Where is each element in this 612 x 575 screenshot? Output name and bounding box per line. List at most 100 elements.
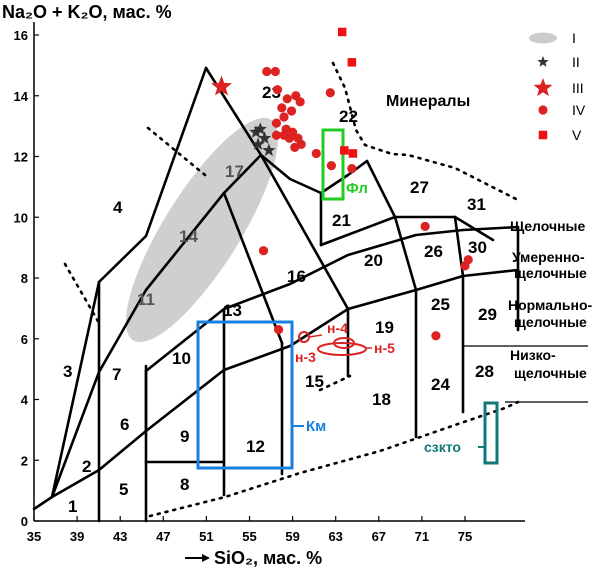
series-label-low-2: щелочные — [514, 365, 587, 381]
legend-label: V — [572, 127, 582, 143]
series-labels: Щелочные Умеренно- щелочные Нормально- щ… — [508, 218, 592, 381]
field-label-12: 12 — [246, 437, 265, 456]
y-axis-title: Na₂O + K₂O, мас. % — [2, 2, 172, 22]
x-tick-label: 59 — [285, 529, 299, 544]
y-tick-label: 0 — [21, 514, 28, 529]
annotation-szkto-label: сзкто — [424, 439, 461, 455]
series-connectors — [463, 345, 588, 403]
dotted-line-15 — [318, 374, 352, 392]
boundary-20-26 — [393, 215, 418, 292]
annotation-fl-label: Фл — [346, 180, 368, 197]
field-label-16: 16 — [287, 267, 306, 286]
field-label-19: 19 — [375, 318, 394, 337]
axes — [33, 22, 525, 522]
field-label-31: 31 — [467, 195, 486, 214]
field-label-17: 17 — [225, 162, 244, 181]
field-label-14: 14 — [179, 227, 198, 246]
field-label-11: 11 — [137, 290, 155, 309]
annotation-km-label: Км — [306, 418, 326, 435]
series-label-normal-2: щелочные — [514, 314, 587, 330]
data-point-square — [340, 146, 349, 155]
annotation-fl: Фл — [321, 128, 368, 201]
legend-item-II: II — [537, 54, 580, 70]
data-point-circle — [296, 139, 306, 149]
series-II — [249, 122, 276, 157]
data-point-circle — [460, 261, 470, 271]
data-point-square — [538, 130, 548, 140]
field-label-20: 20 — [364, 251, 383, 270]
x-tick-label: 67 — [372, 529, 386, 544]
field-label-7: 7 — [112, 365, 121, 384]
y-tick-label: 16 — [14, 28, 28, 43]
field-boundaries — [32, 66, 520, 523]
boundary-outer-lower — [32, 268, 520, 511]
y-tick-label: 14 — [14, 89, 29, 104]
annotation-n5-label: н-5 — [374, 340, 395, 356]
boundary-31-30 — [453, 215, 495, 242]
data-point-circle — [347, 164, 357, 174]
x-axis-arrowhead — [202, 554, 210, 562]
data-point-circle — [325, 88, 335, 98]
annotation-szkto: сзкто — [424, 401, 499, 465]
data-point-star — [251, 137, 265, 150]
field-label-15: 15 — [305, 372, 324, 391]
data-point-circle — [272, 85, 283, 95]
dotted-line-left — [63, 262, 101, 325]
field-label-21: 21 — [332, 211, 351, 230]
annotation-km-box — [196, 320, 294, 470]
data-point-circle — [311, 148, 321, 159]
y-tick-label: 10 — [14, 210, 28, 225]
boundary-20-21 — [319, 215, 397, 247]
annotation-n4-label: н-4 — [327, 320, 348, 336]
field-label-28: 28 — [475, 362, 494, 381]
boundary-22-27 — [365, 159, 397, 219]
series-III — [211, 75, 232, 96]
field-label-4: 4 — [113, 198, 123, 217]
data-point-circle — [277, 103, 287, 113]
series-label-moderate-2: щелочные — [514, 265, 587, 281]
data-point-star — [211, 75, 232, 96]
legend-item-IV: IV — [538, 102, 586, 118]
x-tick-label: 43 — [113, 529, 127, 544]
field-label-25: 25 — [431, 295, 450, 314]
field-label-6: 6 — [120, 415, 129, 434]
data-point-star — [253, 122, 267, 135]
series-label-normal-1: Нормально- — [508, 297, 592, 313]
y-tick-label: 8 — [21, 271, 28, 286]
x-tick-label: 71 — [415, 529, 429, 544]
points-layer — [211, 27, 473, 341]
data-point-circle — [288, 127, 298, 137]
series-V — [337, 27, 358, 158]
data-point-circle — [326, 161, 336, 171]
x-tick-label: 51 — [199, 529, 213, 544]
x-tick-label: 63 — [328, 529, 342, 544]
x-tick-label: 39 — [70, 529, 84, 544]
legend-label: IV — [572, 102, 586, 118]
legend-item-V: V — [538, 127, 582, 143]
series-label-low-1: Низко- — [510, 347, 556, 363]
field-label-9: 9 — [180, 427, 189, 446]
legend-item-I: I — [529, 30, 576, 46]
annotation-n: н-4 н-3 н-5 — [295, 320, 395, 365]
boundary-alk-low — [50, 153, 263, 499]
data-point-circle — [258, 246, 269, 256]
data-point-circle — [279, 112, 289, 122]
field-label-29: 29 — [478, 305, 497, 324]
y-tick-label: 12 — [14, 150, 28, 165]
field-label-1: 1 — [68, 497, 77, 516]
data-point-square — [337, 27, 347, 37]
field-label-10: 10 — [172, 349, 191, 368]
field-ellipse-I — [125, 117, 279, 343]
legend-label: III — [572, 80, 584, 96]
field-label-18: 18 — [372, 390, 391, 409]
data-point-circle — [286, 106, 297, 116]
data-point-circle — [295, 97, 305, 107]
x-tick-label: 47 — [156, 529, 170, 544]
x-tick-label: 35 — [27, 529, 41, 544]
data-point-circle — [271, 130, 282, 140]
x-axis-title: SiO₂, мас. % — [214, 548, 322, 568]
data-point-star — [262, 143, 276, 157]
dotted-line-minerals — [331, 61, 520, 202]
boundary-13-16 — [222, 191, 284, 345]
